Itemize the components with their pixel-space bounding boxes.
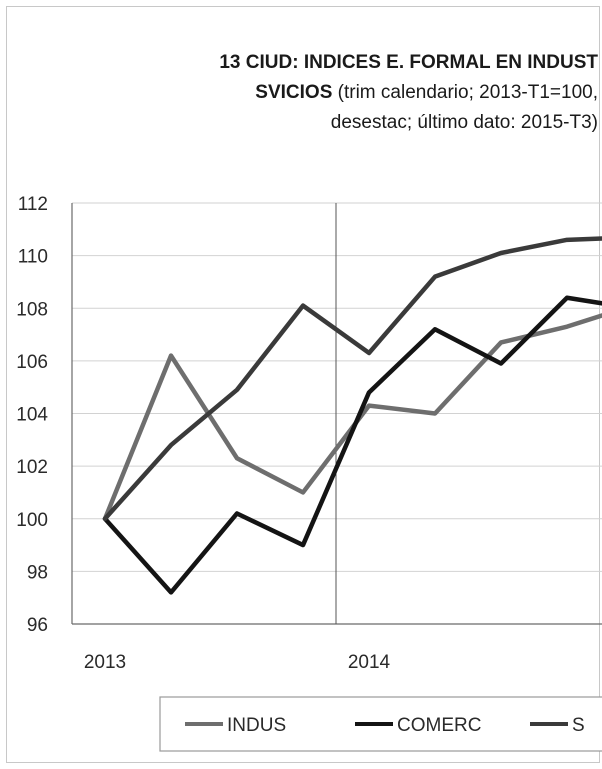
x-tick-label: 2013 [84,652,126,673]
y-tick-label: 96 [27,615,48,636]
series-line [102,295,602,595]
y-tick-label: 104 [16,405,48,426]
title-line-2: SVICIOS (trim calendario; 2013-T1=100, [219,78,598,108]
legend: INDUS COMERC S [159,696,602,752]
y-tick-label: 98 [27,562,48,583]
x-tick-label: 2014 [348,652,391,673]
y-tick-label: 100 [16,510,48,531]
y-tick-label: 102 [16,457,48,478]
title-line-3: desestac; último dato: 2015-T3) [330,112,598,133]
title-line-1: 13 CIUD: INDICES E. FORMAL EN INDUST [219,48,598,78]
legend-label: S [572,715,585,736]
series-line [102,236,602,521]
legend-label: INDUS [227,715,286,736]
y-tick-label: 106 [16,352,48,373]
chart-title: 13 CIUD: INDICES E. FORMAL EN INDUST SVI… [219,48,598,138]
chart-frame [6,6,600,763]
axes [71,203,602,625]
legend-label: COMERC [397,715,481,736]
title-line-2-rest: (trim calendario; 2013-T1=100, [332,82,598,103]
y-tick-labels: 96 98 100 102 104 106 108 110 112 [16,194,48,636]
x-tick-labels: 2013 2014 [84,652,391,673]
title-line-1-text: 13 CIUD: INDICES E. FORMAL EN INDUST [219,52,598,73]
grid-lines [72,202,602,572]
series-group [102,236,602,595]
y-tick-label: 108 [16,299,48,320]
title-line-2-bold: SVICIOS [255,82,333,103]
series-line [102,313,602,521]
y-tick-label: 112 [18,194,48,215]
y-tick-label: 110 [18,247,48,268]
